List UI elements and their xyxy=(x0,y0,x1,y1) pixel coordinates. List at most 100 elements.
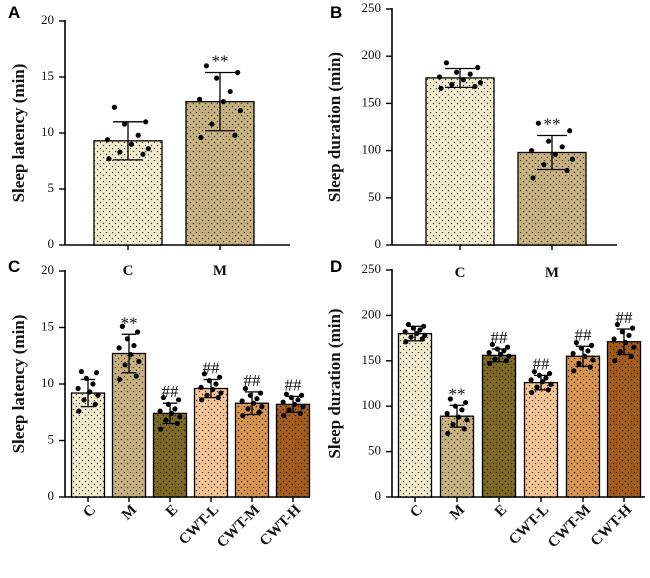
bar-M xyxy=(517,151,587,246)
data-point xyxy=(237,108,243,114)
data-point xyxy=(443,60,449,66)
x-tick-label: M xyxy=(447,502,468,523)
y-tick-label: 15 xyxy=(41,68,54,83)
y-tick-label: 20 xyxy=(41,12,54,27)
data-point xyxy=(75,385,81,392)
bar-E xyxy=(152,412,188,498)
bar-C xyxy=(70,392,106,498)
panel-C: C Sleep latency (min) 0 5 10 15 20 C ** M ## E ## CWT… xyxy=(8,257,311,551)
x-tick-label: CWT-M xyxy=(545,502,594,551)
data-point xyxy=(300,404,306,410)
data-point xyxy=(534,384,540,390)
y-axis-label: Sleep latency (min) xyxy=(9,315,28,454)
y-tick-label: 0 xyxy=(48,236,55,251)
x-tick-label: M xyxy=(119,502,140,523)
y-tick-label: 50 xyxy=(368,443,381,458)
x-tick-label: C xyxy=(407,502,426,521)
data-point xyxy=(546,138,552,144)
data-point xyxy=(122,362,128,368)
data-point xyxy=(280,399,286,405)
x-tick-label: C xyxy=(80,502,99,521)
data-point xyxy=(216,374,223,380)
data-point xyxy=(78,368,84,375)
data-point xyxy=(257,390,264,396)
y-axis-label: Sleep duration (min) xyxy=(325,308,344,458)
data-point xyxy=(295,397,301,403)
data-point xyxy=(587,364,593,370)
significance-mark: ## xyxy=(616,308,634,327)
significance-mark: ## xyxy=(285,375,303,394)
data-point xyxy=(529,389,535,396)
data-point xyxy=(548,381,554,388)
panel-B: B Sleep duration (min) 0 50 100 150 200 250 C ** M xyxy=(325,0,617,281)
data-point xyxy=(135,132,141,138)
y-tick-label: 250 xyxy=(362,0,382,15)
data-point xyxy=(438,85,444,91)
data-point xyxy=(573,340,580,346)
data-point xyxy=(445,430,451,437)
data-point xyxy=(612,358,618,364)
data-point xyxy=(417,327,423,333)
data-point xyxy=(122,121,128,127)
x-tick-label: M xyxy=(213,263,227,279)
bar-CWT-M xyxy=(565,355,601,498)
data-point xyxy=(201,371,207,377)
data-point xyxy=(281,413,287,419)
data-point xyxy=(444,410,450,417)
significance-mark: ** xyxy=(449,384,466,403)
data-point xyxy=(590,357,596,363)
data-point xyxy=(254,396,260,402)
data-point xyxy=(209,121,215,127)
data-point xyxy=(631,344,637,350)
data-point xyxy=(420,323,427,329)
data-point xyxy=(235,69,241,76)
data-point xyxy=(475,64,481,71)
data-point xyxy=(172,406,178,412)
data-point xyxy=(214,75,220,81)
data-point xyxy=(197,96,203,102)
y-tick-label: 200 xyxy=(362,306,382,321)
data-point xyxy=(136,358,142,364)
data-point xyxy=(408,334,414,340)
data-point xyxy=(403,339,409,345)
data-point xyxy=(585,348,591,354)
data-point xyxy=(529,148,535,154)
y-tick-label: 5 xyxy=(48,431,55,446)
data-point xyxy=(134,329,141,335)
significance-mark: ## xyxy=(533,354,551,373)
y-tick-label: 0 xyxy=(375,236,382,251)
data-point xyxy=(629,325,636,331)
y-tick-label: 20 xyxy=(41,262,54,277)
y-tick-label: 5 xyxy=(48,180,55,195)
data-point xyxy=(259,404,265,410)
y-tick-label: 200 xyxy=(362,47,382,62)
data-point xyxy=(422,332,428,338)
data-point xyxy=(450,421,456,427)
bar-C xyxy=(425,77,495,246)
data-point xyxy=(220,99,226,105)
data-point xyxy=(92,401,98,407)
data-point xyxy=(487,360,493,367)
data-point xyxy=(611,336,617,342)
data-point xyxy=(256,409,262,415)
data-point xyxy=(437,74,443,80)
bar-CWT-L xyxy=(193,387,229,498)
panel-label: C xyxy=(8,257,20,276)
y-tick-label: 250 xyxy=(362,261,382,276)
data-point xyxy=(462,399,469,406)
panel-D: D Sleep duration (min) 0 50 100 150 200 250 C ** M… xyxy=(325,257,645,551)
data-point xyxy=(459,407,465,413)
data-point xyxy=(569,156,576,162)
data-point xyxy=(402,329,408,335)
data-point xyxy=(504,344,511,350)
data-point xyxy=(240,413,246,419)
x-tick-label: C xyxy=(455,265,466,281)
data-point xyxy=(531,369,538,375)
data-point xyxy=(492,356,498,362)
data-point xyxy=(76,408,82,414)
data-point xyxy=(297,410,303,416)
data-point xyxy=(454,69,460,75)
data-point xyxy=(559,144,565,150)
data-point xyxy=(283,391,289,397)
